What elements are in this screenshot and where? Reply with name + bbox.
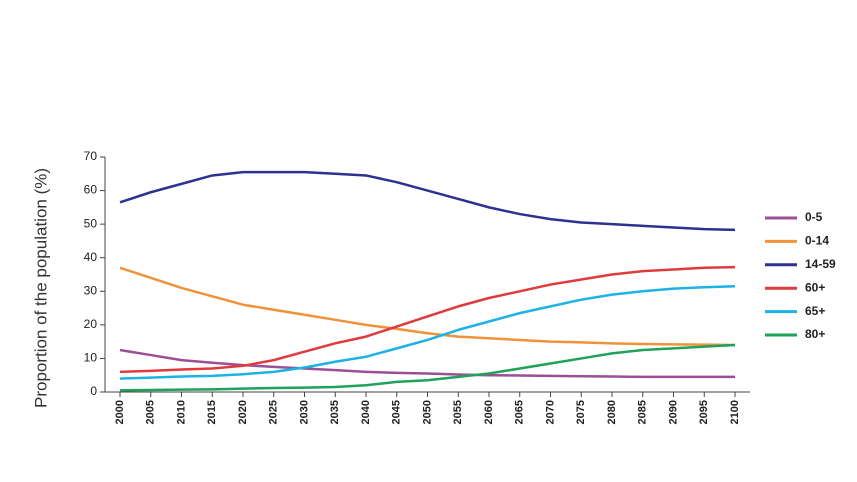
y-tick-label: 60 xyxy=(84,183,98,197)
x-tick-label: 2010 xyxy=(175,400,187,424)
x-tick-label: 2075 xyxy=(575,400,587,424)
legend-label: 80+ xyxy=(805,327,825,341)
x-tick-label: 2020 xyxy=(237,400,249,424)
series-line xyxy=(119,348,735,379)
series-line xyxy=(119,285,736,380)
y-tick-label: 20 xyxy=(84,317,98,331)
x-tick-label: 2005 xyxy=(145,400,157,424)
y-tick-label: 40 xyxy=(84,250,98,264)
legend-label: 60+ xyxy=(805,280,825,294)
x-tick-label: 2095 xyxy=(698,400,710,424)
y-axis-label: Proportion of the population (%) xyxy=(31,168,50,408)
y-tick-label: 70 xyxy=(84,149,98,163)
series-line xyxy=(119,170,736,232)
y-tick-label: 10 xyxy=(84,351,98,365)
x-tick-label: 2040 xyxy=(360,400,372,424)
x-tick-label: 2065 xyxy=(514,400,526,424)
x-tick-label: 2100 xyxy=(729,400,741,424)
x-tick-label: 2070 xyxy=(544,400,556,424)
x-tick-label: 2045 xyxy=(391,400,403,424)
x-tick-label: 2055 xyxy=(452,400,464,424)
series-line xyxy=(119,266,736,347)
x-tick-label: 2080 xyxy=(606,400,618,424)
series-line xyxy=(119,343,736,392)
legend-label: 0-14 xyxy=(805,234,829,248)
legend-label: 0-5 xyxy=(805,210,823,224)
x-tick-label: 2085 xyxy=(637,400,649,424)
y-tick-label: 50 xyxy=(84,216,98,230)
series-line xyxy=(119,265,736,374)
legend-label: 65+ xyxy=(805,304,825,318)
x-tick-label: 2030 xyxy=(298,400,310,424)
x-tick-label: 2000 xyxy=(114,400,126,424)
x-tick-label: 2090 xyxy=(667,400,679,424)
x-tick-label: 2050 xyxy=(421,400,433,424)
x-tick-label: 2035 xyxy=(329,400,341,424)
x-tick-label: 2025 xyxy=(268,400,280,424)
x-tick-label: 2060 xyxy=(483,400,495,424)
y-tick-label: 0 xyxy=(90,384,97,398)
x-tick-label: 2015 xyxy=(206,400,218,424)
y-tick-label: 30 xyxy=(84,283,98,297)
legend-label: 14-59 xyxy=(805,257,836,271)
